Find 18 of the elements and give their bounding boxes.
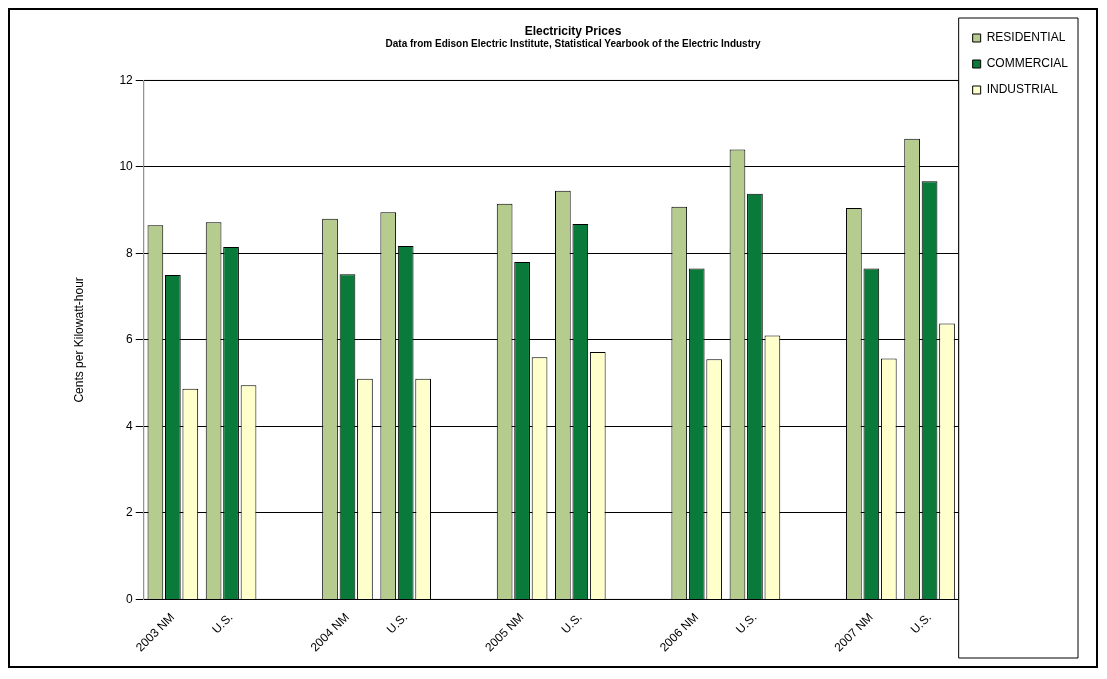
x-tick-label: U.S. [558,610,585,637]
y-tick-label: 12 [119,72,134,87]
legend-label: COMMERCIAL [986,56,1069,71]
y-axis-title: Cents per Kilowatt-hour [71,277,86,403]
y-tick-label: 4 [126,418,134,433]
x-tick-label: U.S. [209,610,236,637]
legend-label: INDUSTRIAL [986,82,1059,97]
y-tick-label: 0 [126,591,134,606]
chart-title: Electricity Prices [524,23,622,38]
legend-label: RESIDENTIAL [986,30,1066,45]
x-tick-label: U.S. [383,610,411,637]
x-tick-label: U.S. [732,610,760,637]
chart-subtitle: Data from Edison Electric Institute, Statistical Yearbook of the Electric Industry [385,38,761,50]
y-tick-label: 2 [126,505,134,520]
x-tick-label: U.S. [907,610,935,637]
y-tick-label: 10 [119,159,134,174]
y-tick-label: 8 [126,245,134,260]
y-tick-label: 6 [126,332,134,347]
